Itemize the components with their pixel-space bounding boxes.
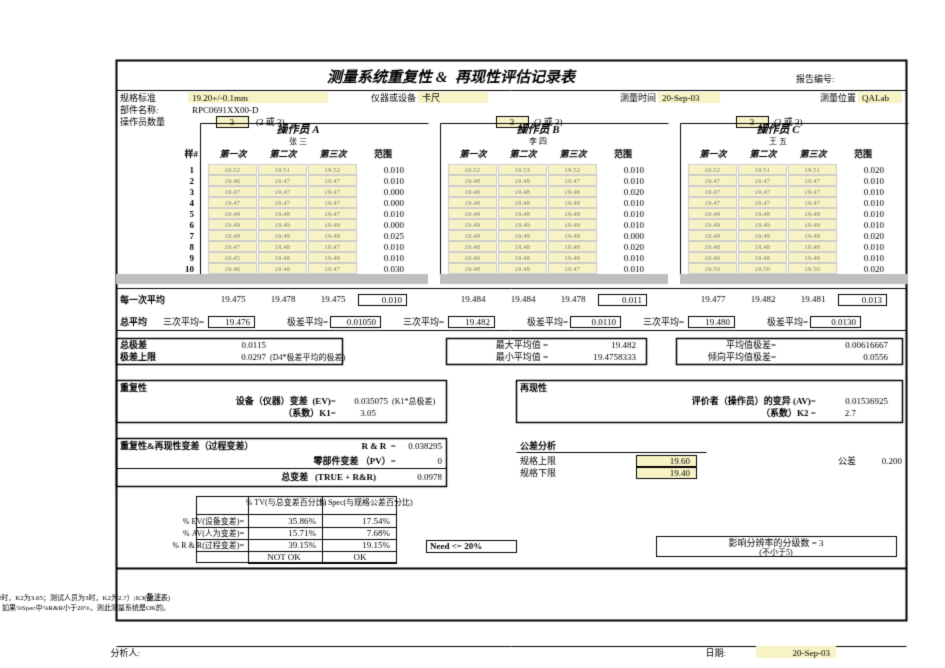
grr-record-sheet [0, 0, 945, 668]
